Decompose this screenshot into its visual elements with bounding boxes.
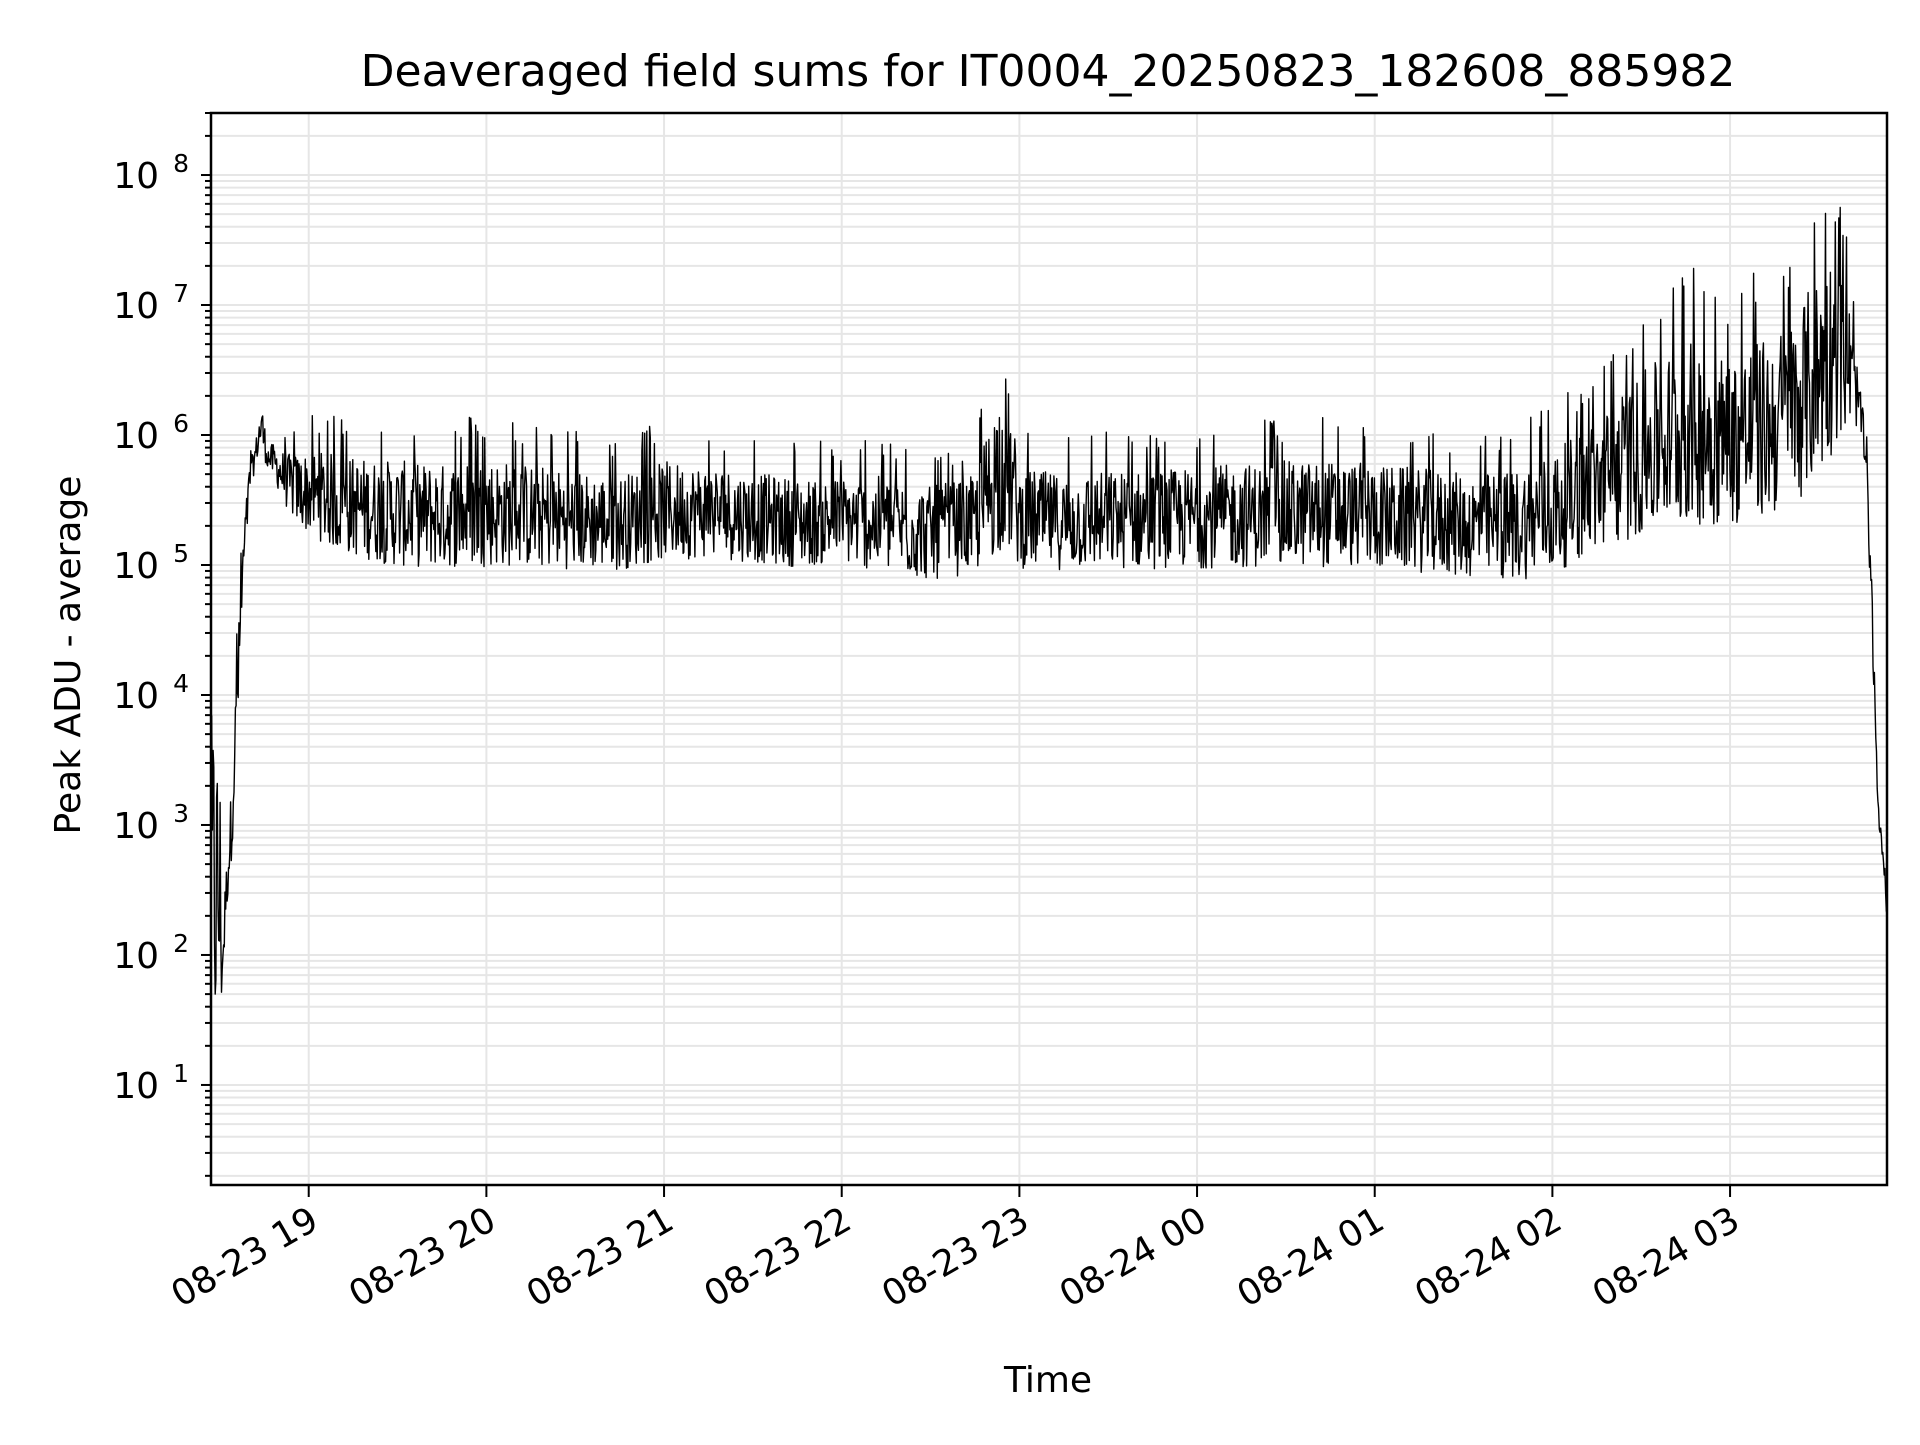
y-tick-label: 10 — [113, 156, 159, 197]
x-axis-label: Time — [1003, 1360, 1092, 1401]
y-tick-label: 10 — [113, 676, 159, 717]
y-tick-label-exponent: 5 — [173, 539, 189, 568]
y-tick-label: 10 — [113, 806, 159, 847]
axis-ticks — [201, 112, 1732, 1197]
grid-lines — [211, 112, 1887, 1185]
y-tick-label-exponent: 3 — [173, 799, 189, 828]
y-axis-label: Peak ADU - average — [48, 476, 89, 835]
y-tick-label-exponent: 2 — [173, 929, 189, 958]
y-tick-label: 10 — [113, 546, 159, 587]
y-tick-label-exponent: 6 — [173, 409, 189, 438]
y-tick-label: 10 — [113, 936, 159, 977]
plot-frame — [209, 111, 1889, 1187]
y-tick-label: 10 — [113, 416, 159, 457]
y-tick-label-exponent: 4 — [173, 669, 189, 698]
y-tick-label-exponent: 1 — [173, 1059, 189, 1088]
y-tick-label: 10 — [113, 286, 159, 327]
series-layer — [210, 206, 1888, 995]
series-line — [210, 206, 1888, 995]
y-tick-label-exponent: 7 — [173, 279, 189, 308]
y-tick-label: 10 — [113, 1066, 159, 1107]
chart-title: Deaveraged field sums for IT0004_2025082… — [361, 46, 1736, 97]
y-tick-label-exponent: 8 — [173, 149, 189, 178]
